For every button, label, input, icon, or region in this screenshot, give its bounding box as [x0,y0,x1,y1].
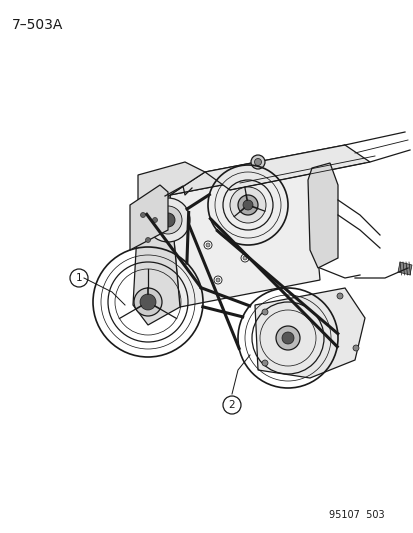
Circle shape [214,276,221,284]
Circle shape [250,155,264,169]
Circle shape [70,269,88,287]
Polygon shape [133,195,180,325]
Circle shape [242,200,252,210]
Circle shape [154,206,182,234]
Circle shape [145,238,150,243]
Circle shape [223,396,240,414]
Circle shape [242,256,247,260]
Polygon shape [138,162,204,215]
Circle shape [336,293,342,299]
Polygon shape [170,168,319,307]
Circle shape [237,195,257,215]
Circle shape [261,360,267,366]
Polygon shape [170,145,344,195]
Circle shape [240,254,248,262]
Polygon shape [204,145,369,190]
Circle shape [146,198,190,242]
Circle shape [275,326,299,350]
Circle shape [152,217,157,222]
Text: 2: 2 [228,400,235,410]
Circle shape [140,294,156,310]
Circle shape [281,332,293,344]
Polygon shape [254,288,364,378]
Text: 95107  503: 95107 503 [329,510,384,520]
Circle shape [206,243,209,247]
Circle shape [140,213,145,217]
Polygon shape [307,163,337,268]
Circle shape [230,187,266,223]
Circle shape [254,158,261,166]
Text: 7–503A: 7–503A [12,18,63,32]
Circle shape [261,309,267,315]
Circle shape [134,288,161,316]
Polygon shape [397,262,411,275]
Circle shape [161,213,175,227]
Circle shape [216,278,219,282]
Circle shape [352,345,358,351]
Text: 1: 1 [76,273,82,283]
Circle shape [204,241,211,249]
Polygon shape [130,185,168,250]
